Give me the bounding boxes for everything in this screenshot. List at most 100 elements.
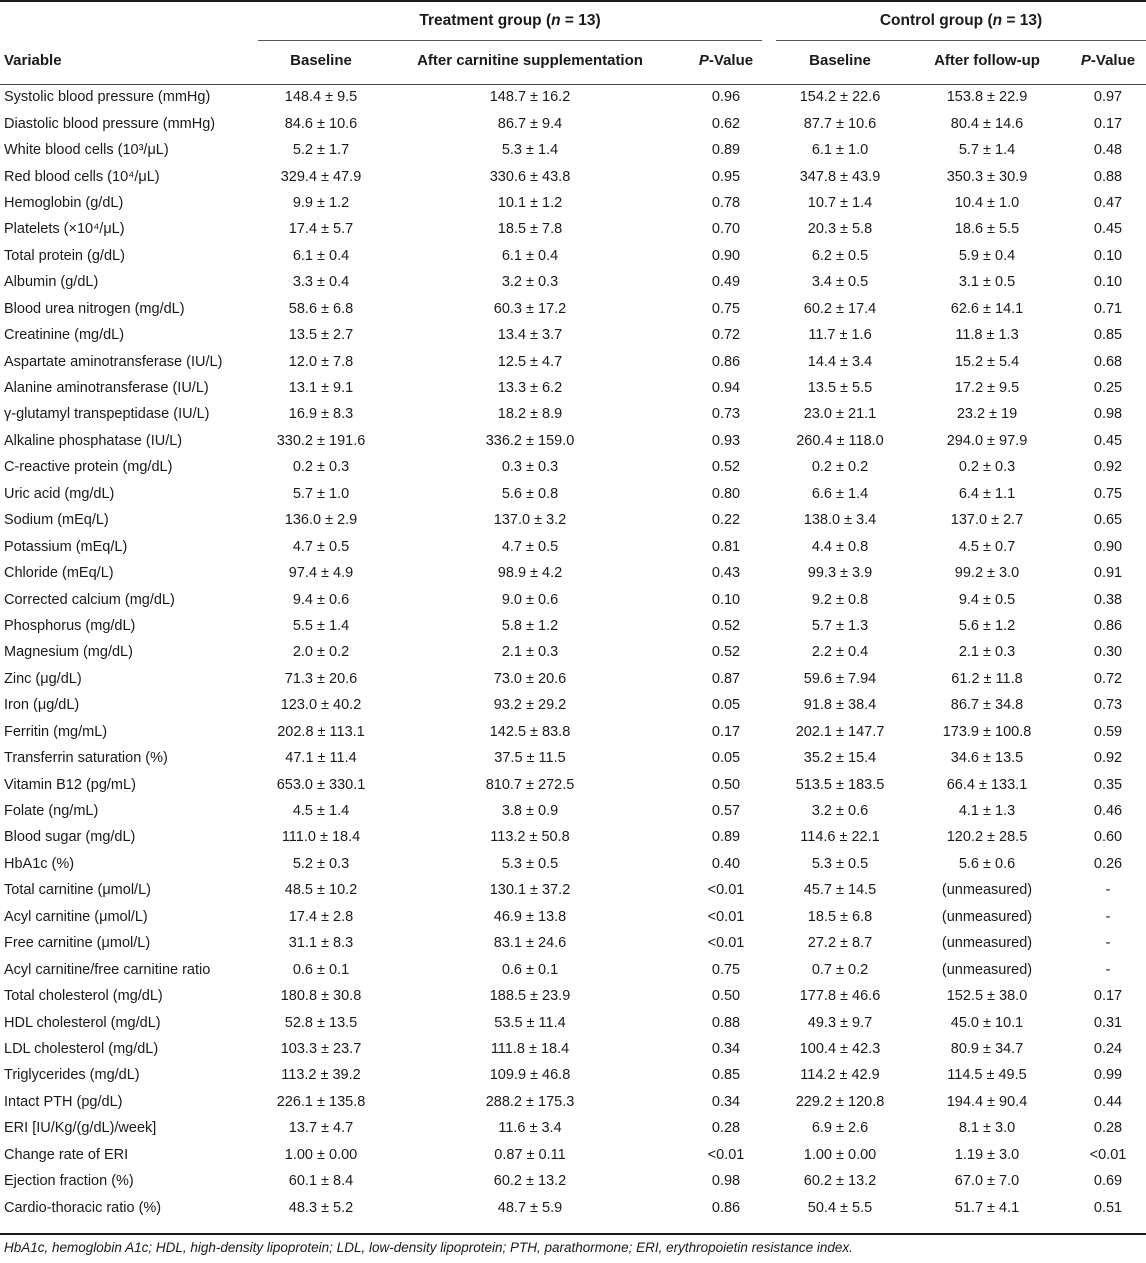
cell-after-follow-up: 67.0 ± 7.0 [954, 1173, 1020, 1190]
cell-treatment-baseline: 180.8 ± 30.8 [280, 988, 362, 1005]
cell-control-baseline: 100.4 ± 42.3 [799, 1040, 881, 1057]
cell-treatment-baseline: 71.3 ± 20.6 [284, 670, 358, 687]
cell-treatment-p-value: 0.85 [711, 1067, 741, 1084]
table-row: Albumin (g/dL) 3.3 ± 0.4 3.2 ± 0.3 0.49 3.4 … [0, 269, 1146, 295]
header-treatment-baseline: Baseline [290, 52, 352, 69]
cell-treatment-p-value: 0.05 [711, 697, 741, 714]
cell-after-carnitine: 148.7 ± 16.2 [489, 89, 571, 106]
cell-variable: Triglycerides (mg/dL) [4, 1067, 140, 1084]
cell-variable: Free carnitine (μmol/L) [4, 935, 151, 952]
table-top-rule [0, 0, 1146, 2]
cell-treatment-baseline: 653.0 ± 330.1 [276, 776, 366, 793]
cell-treatment-p-value: 0.81 [711, 538, 741, 555]
cell-treatment-baseline: 1.00 ± 0.00 [284, 1146, 358, 1163]
cell-variable: Red blood cells (10⁴/μL) [4, 168, 160, 185]
cell-control-baseline: 260.4 ± 118.0 [796, 432, 884, 449]
cell-treatment-p-value: 0.52 [711, 459, 741, 476]
cell-treatment-baseline: 17.4 ± 5.7 [288, 221, 354, 238]
table-row: Red blood cells (10⁴/μL) 329.4 ± 47.9 330.… [0, 163, 1146, 189]
cell-after-carnitine: 288.2 ± 175.3 [485, 1093, 575, 1110]
cell-after-carnitine: 73.0 ± 20.6 [493, 670, 567, 687]
cell-treatment-baseline: 4.7 ± 0.5 [292, 538, 350, 555]
cell-control-p-value: - [1105, 961, 1111, 978]
cell-control-baseline: 4.4 ± 0.8 [811, 538, 869, 555]
cell-after-follow-up: 15.2 ± 5.4 [954, 353, 1020, 370]
cell-variable: HbA1c (%) [4, 855, 75, 872]
cell-variable: LDL cholesterol (mg/dL) [4, 1040, 159, 1057]
cell-variable: Blood sugar (mg/dL) [4, 829, 136, 846]
cell-control-p-value: 0.73 [1093, 697, 1123, 714]
cell-control-p-value: 0.59 [1093, 723, 1123, 740]
cell-variable: Total protein (g/dL) [4, 247, 125, 264]
cell-variable: γ-glutamyl transpeptidase (IU/L) [4, 406, 210, 423]
cell-treatment-p-value: <0.01 [707, 908, 745, 925]
cell-treatment-p-value: 0.52 [711, 617, 741, 634]
cell-treatment-baseline: 136.0 ± 2.9 [284, 512, 358, 529]
cell-after-carnitine: 13.3 ± 6.2 [497, 380, 563, 397]
cell-control-p-value: <0.01 [1089, 1146, 1127, 1163]
cell-control-p-value: 0.38 [1093, 591, 1123, 608]
cell-treatment-baseline: 48.3 ± 5.2 [288, 1199, 354, 1216]
cell-treatment-p-value: 0.90 [711, 247, 741, 264]
cell-after-carnitine: 5.8 ± 1.2 [501, 617, 559, 634]
cell-control-p-value: 0.68 [1093, 353, 1123, 370]
cell-treatment-p-value: 0.22 [711, 512, 741, 529]
cell-variable: Alkaline phosphatase (IU/L) [4, 432, 183, 449]
cell-after-follow-up: 294.0 ± 97.9 [946, 432, 1028, 449]
cell-after-follow-up: 5.9 ± 0.4 [958, 247, 1016, 264]
cell-after-carnitine: 3.8 ± 0.9 [501, 803, 559, 820]
cell-after-follow-up: 114.5 ± 49.5 [947, 1067, 1027, 1084]
cell-variable: Ferritin (mg/mL) [4, 723, 108, 740]
table-row: Uric acid (mg/dL) 5.7 ± 1.0 5.6 ± 0.8 0.80 6… [0, 481, 1146, 507]
cell-control-p-value: 0.71 [1093, 300, 1123, 317]
cell-variable: White blood cells (10³/μL) [4, 142, 169, 159]
cell-treatment-p-value: 0.43 [711, 565, 741, 582]
cell-treatment-p-value: 0.62 [711, 115, 741, 132]
cell-after-follow-up: 6.4 ± 1.1 [958, 485, 1016, 502]
cell-treatment-p-value: 0.89 [711, 142, 741, 159]
cell-control-baseline: 20.3 ± 5.8 [807, 221, 873, 238]
cell-treatment-p-value: <0.01 [707, 1146, 745, 1163]
cell-after-follow-up: 153.8 ± 22.9 [946, 89, 1028, 106]
cell-treatment-baseline: 13.5 ± 2.7 [288, 327, 354, 344]
cell-variable: Uric acid (mg/dL) [4, 485, 115, 502]
cell-control-baseline: 18.5 ± 6.8 [807, 908, 873, 925]
cell-treatment-p-value: 0.87 [711, 670, 741, 687]
cell-after-follow-up: 86.7 ± 34.8 [950, 697, 1024, 714]
cell-treatment-baseline: 52.8 ± 13.5 [284, 1014, 358, 1031]
table-row: Hemoglobin (g/dL) 9.9 ± 1.2 10.1 ± 1.2 0.78… [0, 190, 1146, 216]
cell-control-baseline: 5.7 ± 1.3 [811, 617, 869, 634]
cell-variable: Phosphorus (mg/dL) [4, 617, 136, 634]
header-control-p-value: P-Value [1080, 52, 1136, 69]
cell-variable: C-reactive protein (mg/dL) [4, 459, 173, 476]
control-group-underline [776, 40, 1146, 41]
cell-after-follow-up: 17.2 ± 9.5 [954, 380, 1020, 397]
cell-after-follow-up: 2.1 ± 0.3 [958, 644, 1016, 661]
table-row: Potassium (mEq/L) 4.7 ± 0.5 4.7 ± 0.5 0.81 4… [0, 533, 1146, 559]
cell-control-p-value: 0.10 [1093, 247, 1123, 264]
cell-control-baseline: 60.2 ± 13.2 [803, 1173, 877, 1190]
cell-control-p-value: 0.90 [1093, 538, 1123, 555]
cell-after-carnitine: 188.5 ± 23.9 [489, 988, 571, 1005]
cell-after-carnitine: 93.2 ± 29.2 [493, 697, 567, 714]
cell-treatment-p-value: 0.89 [711, 829, 741, 846]
table-row: Aspartate aminotransferase (IU/L) 12.0 ± … [0, 348, 1146, 374]
cell-control-baseline: 6.1 ± 1.0 [811, 142, 869, 159]
cell-variable: Ejection fraction (%) [4, 1173, 134, 1190]
cell-variable: Cardio-thoracic ratio (%) [4, 1199, 162, 1216]
cell-control-baseline: 347.8 ± 43.9 [799, 168, 881, 185]
header-treatment-p-value: P-Value [698, 52, 754, 69]
cell-after-follow-up: 0.2 ± 0.3 [958, 459, 1016, 476]
cell-after-follow-up: (unmeasured) [941, 935, 1033, 952]
cell-after-follow-up: 152.5 ± 38.0 [946, 988, 1028, 1005]
cell-after-carnitine: 336.2 ± 159.0 [485, 432, 575, 449]
cell-control-baseline: 23.0 ± 21.1 [803, 406, 877, 423]
table-body: Systolic blood pressure (mmHg) 148.4 ± 9.… [0, 77, 1146, 1221]
cell-control-baseline: 1.00 ± 0.00 [803, 1146, 877, 1163]
cell-control-baseline: 35.2 ± 15.4 [803, 750, 877, 767]
cell-treatment-p-value: 0.49 [711, 274, 741, 291]
table-row: Corrected calcium (mg/dL) 9.4 ± 0.6 9.0 ± … [0, 586, 1146, 612]
cell-after-carnitine: 5.3 ± 0.5 [501, 855, 559, 872]
cell-treatment-baseline: 3.3 ± 0.4 [292, 274, 350, 291]
cell-after-follow-up: 5.6 ± 0.6 [958, 855, 1016, 872]
